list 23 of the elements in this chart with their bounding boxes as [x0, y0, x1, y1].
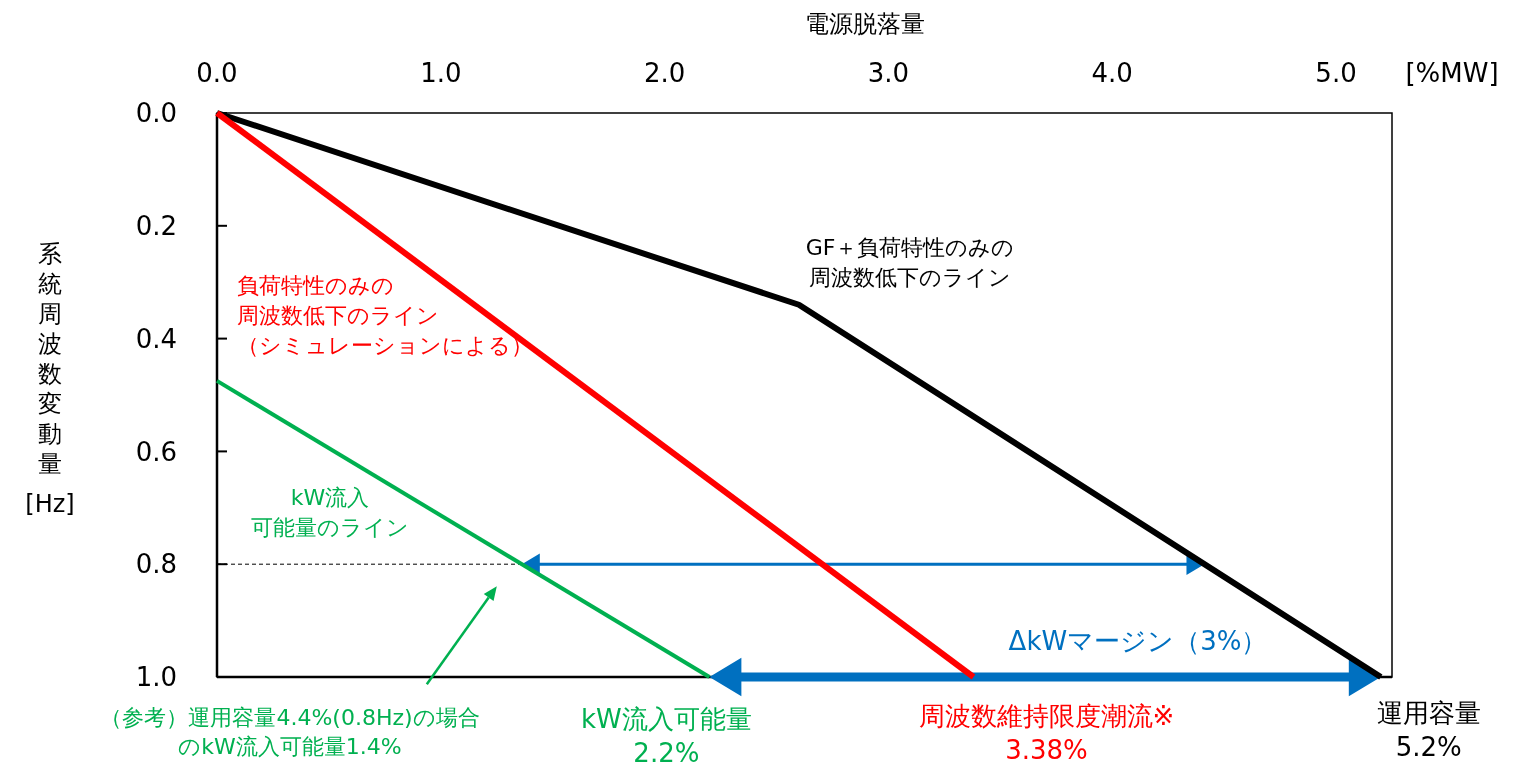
- series-label: kW流入可能量のライン: [251, 485, 409, 540]
- y-tick-label: 0.0: [135, 98, 177, 129]
- annotation: kW流入可能量2.2%: [581, 704, 752, 768]
- x-tick-label: 3.0: [867, 58, 910, 88]
- x-axis-title: 電源脱落量: [804, 10, 925, 38]
- y-tick-label: 0.8: [135, 549, 177, 580]
- y-tick-label: 0.4: [135, 323, 177, 354]
- y-tick-label: 0.6: [135, 436, 177, 467]
- text: [%MW]: [1405, 58, 1499, 88]
- series-label: GF＋負荷特性のみの周波数低下のライン: [805, 235, 1015, 290]
- x-tick-label: 2.0: [643, 58, 686, 88]
- annotation: ΔkWマージン（3%）: [1008, 626, 1268, 656]
- text: 系統周波数変動量[Hz]: [25, 240, 75, 518]
- text: （参考）運用容量4.4%(0.8Hz)の場合のkW流入可能量1.4%: [100, 705, 480, 759]
- annotation: 運用容量5.2%: [1376, 698, 1481, 762]
- series-label: 負荷特性のみの周波数低下のライン（シミュレーションによる）: [237, 273, 533, 358]
- y-tick-label: 1.0: [135, 662, 177, 693]
- annotation: 周波数維持限度潮流※3.38%: [918, 701, 1175, 765]
- x-tick-label: 5.0: [1315, 58, 1357, 88]
- x-tick-label: 0.0: [196, 58, 238, 88]
- x-tick-label: 4.0: [1091, 58, 1133, 88]
- y-tick-label: 0.2: [135, 210, 177, 241]
- x-tick-label: 1.0: [420, 58, 462, 88]
